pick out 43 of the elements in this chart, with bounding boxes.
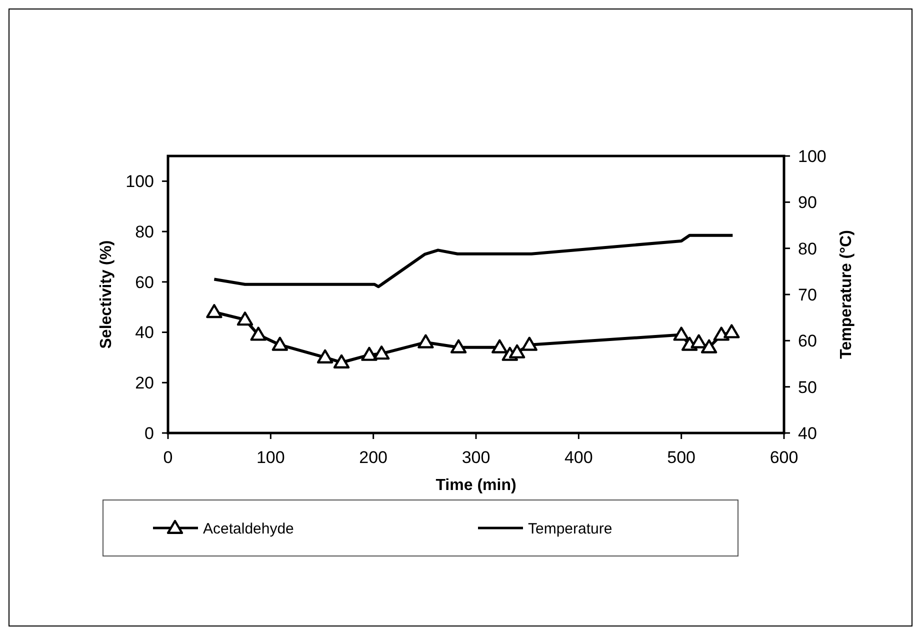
y-tick-label: 40 bbox=[135, 323, 154, 342]
x-tick-label: 400 bbox=[564, 448, 593, 467]
point bbox=[316, 349, 334, 364]
y2-tick-label: 40 bbox=[798, 424, 817, 443]
y2-tick-label: 100 bbox=[798, 146, 826, 166]
y2-tick-label: 50 bbox=[798, 378, 817, 397]
point bbox=[673, 326, 690, 341]
x-tick-label: 0 bbox=[163, 448, 173, 467]
x-tick-label: 100 bbox=[256, 448, 285, 467]
y-tick-label: 60 bbox=[135, 272, 154, 292]
point bbox=[450, 339, 467, 354]
legend-label: Temperature bbox=[528, 520, 612, 538]
y2-tick-label: 60 bbox=[798, 332, 817, 351]
point bbox=[418, 334, 434, 348]
point bbox=[521, 336, 538, 351]
point bbox=[373, 346, 390, 360]
point bbox=[272, 336, 288, 351]
point bbox=[724, 324, 740, 338]
y2-axis-title: Temperature (°C) bbox=[838, 230, 855, 359]
y-tick-label: 80 bbox=[135, 222, 154, 242]
point bbox=[361, 346, 378, 361]
x-tick-label: 600 bbox=[770, 448, 798, 467]
point bbox=[236, 312, 254, 326]
y2-tick-label: 80 bbox=[798, 239, 817, 258]
point bbox=[492, 339, 508, 354]
point bbox=[206, 304, 222, 318]
x-tick-label: 200 bbox=[359, 448, 388, 467]
y-tick-label: 20 bbox=[135, 374, 154, 393]
legend-label: Acetaldehyde bbox=[203, 520, 294, 538]
point bbox=[700, 339, 718, 354]
x-axis-title: Time (min) bbox=[436, 477, 516, 494]
y2-tick-label: 90 bbox=[798, 193, 817, 212]
y-axis-title: Selectivity (%) bbox=[98, 240, 115, 349]
line-series bbox=[212, 234, 734, 288]
y-tick-label: 0 bbox=[144, 424, 154, 443]
y2-tick-label: 70 bbox=[798, 285, 817, 304]
point bbox=[333, 354, 350, 368]
point bbox=[250, 326, 266, 341]
x-tick-label: 300 bbox=[462, 448, 490, 467]
y-tick-label: 100 bbox=[126, 172, 154, 192]
x-tick-label: 500 bbox=[667, 448, 696, 467]
point bbox=[508, 344, 526, 358]
point bbox=[690, 334, 707, 348]
